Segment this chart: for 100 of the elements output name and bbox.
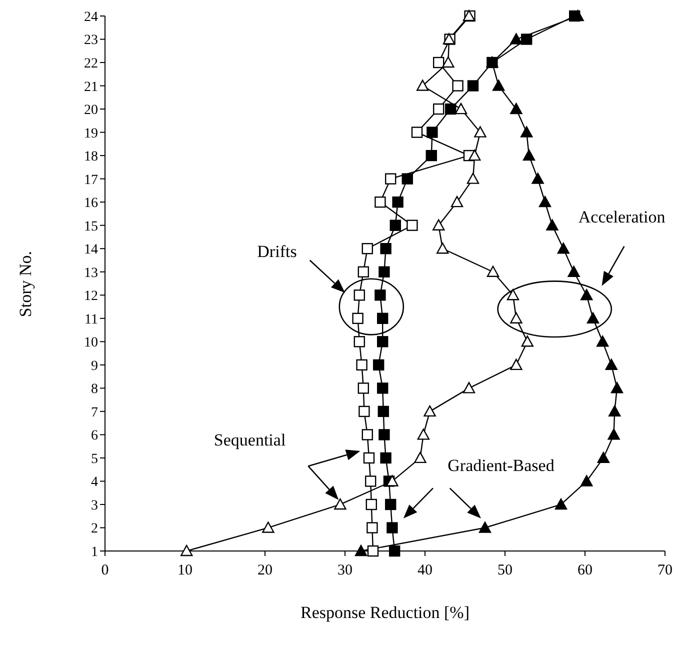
point xyxy=(363,452,375,464)
y-tick-label: 21 xyxy=(84,80,98,95)
point xyxy=(520,126,533,138)
point xyxy=(417,428,430,440)
point xyxy=(432,219,445,230)
point xyxy=(445,103,456,115)
point xyxy=(568,266,580,277)
point xyxy=(378,429,390,440)
point xyxy=(605,358,618,370)
point xyxy=(380,243,392,254)
point xyxy=(356,359,368,371)
point xyxy=(366,498,377,510)
point xyxy=(521,34,532,45)
point xyxy=(367,545,379,557)
y-tick-label: 7 xyxy=(91,405,98,420)
point xyxy=(426,126,438,138)
point xyxy=(596,336,609,347)
y-tick-label: 16 xyxy=(84,196,98,212)
y-tick-label: 4 xyxy=(91,475,98,490)
x-tick-label: 0 xyxy=(101,562,109,579)
point xyxy=(557,242,570,254)
point xyxy=(362,429,373,440)
x-tick-label: 40 xyxy=(418,562,432,579)
point xyxy=(354,336,365,348)
y-tick-label: 13 xyxy=(84,266,98,281)
y-tick-label: 8 xyxy=(91,382,98,398)
y-tick-label: 15 xyxy=(84,219,98,234)
point xyxy=(374,290,386,301)
point xyxy=(366,522,378,534)
y-tick-label: 6 xyxy=(91,428,98,444)
point xyxy=(510,33,522,44)
point xyxy=(180,544,193,556)
point xyxy=(586,312,600,324)
x-axis-title: Response Reduction [%] xyxy=(299,603,471,623)
annotation: Acceleration xyxy=(578,207,666,226)
y-tick-label: 3 xyxy=(91,498,98,514)
point xyxy=(510,102,522,114)
point xyxy=(374,196,386,208)
y-axis-title: Story No. xyxy=(16,250,36,317)
point xyxy=(380,452,392,464)
point xyxy=(411,126,423,138)
point xyxy=(392,196,404,208)
point xyxy=(462,382,476,394)
y-tick-label: 9 xyxy=(91,358,98,374)
point xyxy=(522,149,536,161)
y-tick-label: 12 xyxy=(84,289,98,304)
point xyxy=(354,290,365,301)
point xyxy=(402,173,413,184)
point xyxy=(452,80,464,92)
y-tick-label: 10 xyxy=(84,336,98,351)
point xyxy=(386,522,398,534)
point xyxy=(406,220,418,231)
y-tick-label: 19 xyxy=(84,126,98,142)
point xyxy=(474,126,486,138)
point xyxy=(262,522,274,533)
point xyxy=(358,406,370,418)
y-tick-label: 1 xyxy=(91,544,98,560)
point xyxy=(442,56,454,68)
point xyxy=(414,452,426,464)
y-tick-label: 18 xyxy=(84,150,98,165)
x-tick-label: 60 xyxy=(578,562,592,579)
point xyxy=(467,80,479,92)
point xyxy=(373,359,384,371)
point xyxy=(386,475,398,486)
point xyxy=(580,289,593,300)
point xyxy=(486,266,500,277)
y-tick-label: 22 xyxy=(84,56,98,72)
point xyxy=(510,312,522,324)
y-tick-label: 17 xyxy=(84,172,98,188)
y-tick-label: 24 xyxy=(84,10,98,25)
point xyxy=(608,428,620,440)
point xyxy=(358,266,369,278)
point xyxy=(416,80,429,91)
point xyxy=(358,382,369,394)
point xyxy=(546,219,558,230)
point xyxy=(378,266,390,278)
x-tick-label: 70 xyxy=(658,562,672,579)
point xyxy=(377,382,388,394)
annotation: Gradient-Based xyxy=(448,456,555,476)
point xyxy=(510,358,522,370)
point xyxy=(377,312,388,324)
y-tick-label: 23 xyxy=(84,33,98,48)
point xyxy=(354,544,368,556)
point xyxy=(390,220,401,231)
point xyxy=(580,475,593,486)
point xyxy=(538,196,552,208)
point xyxy=(554,498,568,510)
point xyxy=(468,149,481,161)
point xyxy=(385,498,396,510)
point xyxy=(436,242,449,254)
point xyxy=(478,522,492,533)
point xyxy=(433,56,444,68)
point xyxy=(597,452,610,464)
y-tick-label: 20 xyxy=(84,103,98,118)
point xyxy=(426,150,437,162)
point xyxy=(389,545,400,557)
x-tick-label: 50 xyxy=(498,562,512,579)
point xyxy=(492,80,505,91)
point xyxy=(521,336,534,347)
y-tick-label: 2 xyxy=(91,522,98,537)
